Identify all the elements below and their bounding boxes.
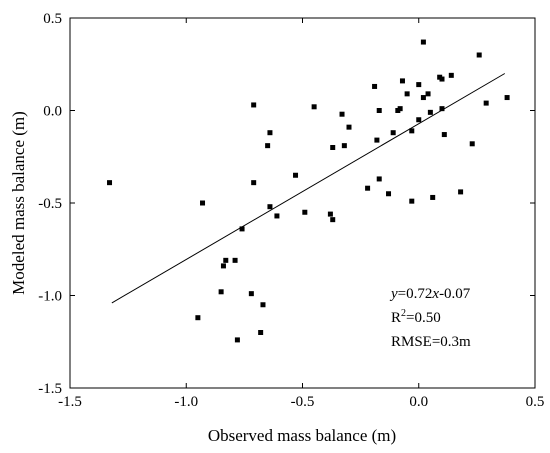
data-point [339,111,345,117]
axis-ticks [69,17,536,389]
y-tick-label: -1.0 [38,289,62,305]
data-point [416,82,422,88]
data-point [409,128,415,134]
data-point [427,109,433,115]
data-point [416,117,422,123]
data-point [409,198,415,204]
equation-annotation: y=0.72x-0.07 [389,286,471,302]
data-point [376,176,382,182]
data-point [265,143,271,149]
y-tick-label: 0.5 [43,11,62,27]
data-point [397,106,403,112]
y-tick-label: 0.0 [43,104,62,120]
data-point [458,189,464,195]
data-point [330,145,336,150]
data-point [260,302,266,308]
data-point [404,91,410,97]
data-point [346,124,352,130]
data-point [420,95,426,101]
rmse-annotation: RMSE=0.3m [391,334,471,350]
data-point [399,78,405,84]
data-point [251,102,257,108]
data-point [107,180,113,186]
axis-tick-labels: -1.5 -1.0 -0.5 0.0 0.5 -1.5 -1.0 -0.5 0.0 0.5 [38,11,544,410]
data-point [234,337,240,343]
r-squared-annotation: R2=0.50 [391,308,441,326]
data-point [420,39,426,45]
data-point [483,100,489,106]
data-point [232,257,238,263]
data-point [430,194,436,200]
x-tick-label: 0.0 [409,394,428,410]
data-point [239,226,245,232]
data-point [248,291,254,297]
data-point [469,141,475,147]
data-point [223,257,229,263]
data-point [439,76,445,82]
data-point [376,108,382,113]
y-tick-label: -1.5 [38,381,62,397]
data-point [274,213,280,219]
data-point [365,185,371,191]
data-point [220,263,226,269]
x-tick-label: 0.5 [526,394,545,410]
data-point [267,130,273,136]
regression-line [111,73,506,304]
data-point [390,130,396,136]
data-point [386,191,392,197]
data-point [218,289,224,295]
data-point [251,180,257,186]
data-point [258,330,264,335]
y-axis-label: Modeled mass balance (m) [9,111,28,295]
x-tick-label: -0.5 [291,394,315,410]
data-point [448,72,454,78]
data-point [441,132,447,138]
data-point [425,91,431,97]
data-point [302,209,308,215]
data-point [327,211,333,217]
data-point [374,137,380,143]
data-point [372,83,378,89]
data-point [311,104,317,110]
data-point [267,204,273,210]
data-point [341,143,347,149]
data-point [504,95,510,101]
data-point [200,200,206,206]
x-tick-label: -1.0 [174,394,198,410]
y-tick-label: -0.5 [38,196,62,212]
data-point [195,315,201,321]
data-point [439,106,445,112]
x-tick-label: -1.5 [58,394,82,410]
x-axis-label: Observed mass balance (m) [208,426,396,445]
data-points [107,39,510,343]
data-point [476,52,482,58]
data-point [293,172,299,178]
data-point [330,217,336,223]
plot-frame [69,17,536,389]
